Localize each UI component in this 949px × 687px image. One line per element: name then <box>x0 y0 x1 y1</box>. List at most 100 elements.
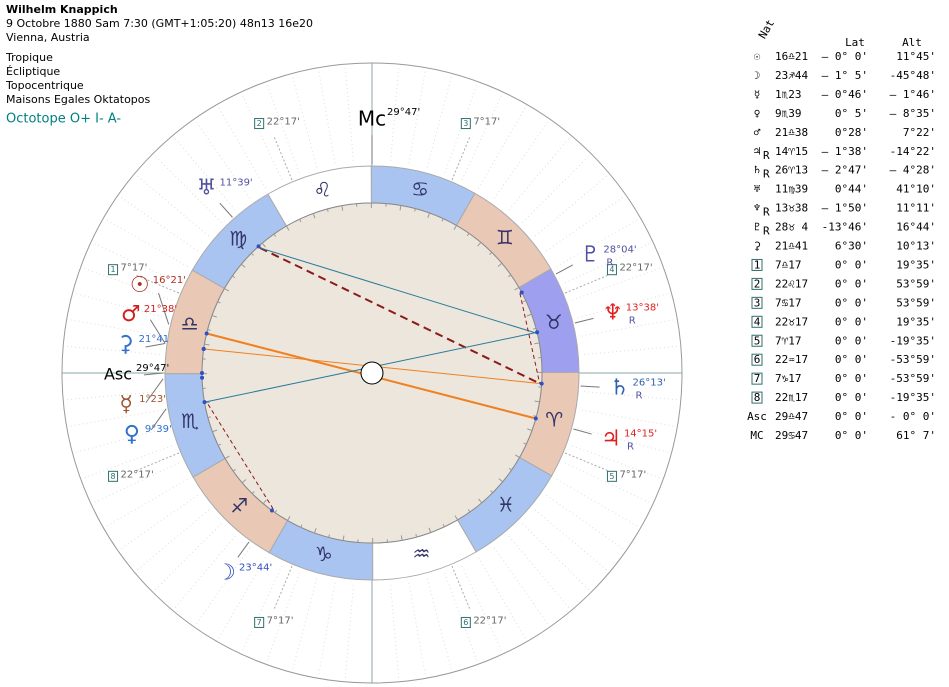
row-position: 22♉17 <box>775 315 808 328</box>
planet-glyph: ⚳ <box>118 332 134 357</box>
degree-tick <box>453 225 457 231</box>
row-alt: – 4°28' <box>890 164 936 177</box>
degree-tick <box>427 212 431 218</box>
row-symbol: ☽ <box>754 69 761 82</box>
row-lat: – 1° 5' <box>822 69 868 82</box>
row-alt: -14°22' <box>890 145 936 158</box>
planet-label: 13°38' <box>626 303 659 314</box>
pointer-line <box>145 378 164 403</box>
degree-tick <box>522 300 527 303</box>
degree-tick <box>467 509 471 513</box>
pointer-line <box>158 292 170 325</box>
planet-label: 9°39' <box>145 424 172 435</box>
setting: Écliptique <box>6 65 60 78</box>
setting: Topocentrique <box>5 79 84 92</box>
row-lat: 0° 0' <box>835 391 868 404</box>
sign-glyph: ♓ <box>497 492 515 516</box>
pointer-line <box>143 372 164 376</box>
degree-tick <box>454 515 458 521</box>
house-box <box>751 296 763 309</box>
row-position: 28♉ 4 <box>775 221 808 234</box>
degree-tick <box>477 242 482 247</box>
degree-tick <box>498 478 503 483</box>
row-alt: 7°22' <box>903 126 936 139</box>
row-symbol: 3 <box>754 296 761 309</box>
degree-tick <box>514 287 520 291</box>
position-dot <box>269 508 274 513</box>
degree-tick <box>207 329 211 331</box>
row-alt: 53°59' <box>896 296 936 309</box>
degree-tick <box>207 416 211 419</box>
mc-glyph: Mc <box>358 107 386 131</box>
house-number: 5 <box>609 472 614 481</box>
row-position: 29♎47 <box>775 410 808 423</box>
row-symbol: 6 <box>754 353 761 366</box>
degree-tick <box>328 534 330 538</box>
house-label: 22°17' <box>619 263 652 274</box>
degree-tick <box>526 313 532 317</box>
retro-mark: R <box>629 316 636 327</box>
octotope: Octotope O+ I- A- <box>6 112 121 127</box>
planet-label: 11°39' <box>219 177 252 188</box>
sign-glyph: ♍ <box>229 227 247 251</box>
row-lat: 0° 0' <box>835 258 868 271</box>
row-lat: 0° 0' <box>835 315 868 328</box>
row-lat: 0° 0' <box>835 334 868 347</box>
row-symbol: 8 <box>754 391 761 404</box>
row-symbol: ⚳ <box>753 240 761 253</box>
row-position: 1♏23 <box>775 88 802 101</box>
aspect-line <box>259 247 536 334</box>
row-symbol: ♄ <box>754 164 761 177</box>
position-dot <box>535 330 540 335</box>
row-alt: 61° 7' <box>896 429 936 442</box>
house-box <box>108 264 119 276</box>
wheel: ♈♉♊♋♌♍♎♏♐♑ ♒♓1 7°17'2 22°17' 3 7°17'4 22°17'5 7… <box>61 62 683 684</box>
row-lat: 0° 0' <box>835 372 868 385</box>
planet-glyph: ♄ <box>610 375 630 400</box>
degree-tick <box>400 535 403 541</box>
house-number: 7 <box>257 618 262 627</box>
row-alt: - 0° 0' <box>890 410 936 423</box>
sign-glyph: ♑ <box>315 542 333 566</box>
sign-glyph: ♎ <box>181 311 199 335</box>
planet-label: 28°04' <box>603 244 636 255</box>
sign-glyph: ♌ <box>314 178 332 202</box>
row-position: 21♎38 <box>775 126 808 139</box>
house-label: 7°17' <box>121 263 148 274</box>
birth-datetime: 9 Octobre 1880 Sam 7:30 (GMT+1:05:20) 48… <box>6 17 313 30</box>
row-position: 22♒17 <box>775 353 808 366</box>
pointer-line <box>150 408 167 431</box>
planet-label: 21°38' <box>144 304 177 315</box>
degree-tick <box>212 429 218 433</box>
house-box <box>751 391 763 404</box>
retro-mark: R <box>763 168 770 181</box>
degree-tick <box>508 274 512 278</box>
birth-place: Vienna, Austria <box>6 31 90 44</box>
retro-mark: R <box>606 257 613 268</box>
house-box <box>254 616 265 628</box>
degree-tick <box>217 443 222 446</box>
row-position: 7♈17 <box>775 334 802 347</box>
degree-tick <box>466 233 470 237</box>
setting: Tropique <box>5 51 53 64</box>
row-alt: – 1°46' <box>890 88 936 101</box>
sign-glyph: ♉ <box>545 310 563 334</box>
pointer-line <box>145 343 166 348</box>
house-number: 6 <box>463 618 468 627</box>
row-symbol: ♂ <box>754 126 761 139</box>
degree-tick <box>250 252 254 256</box>
sign-glyph: ♋ <box>411 177 429 201</box>
row-position: 23♐44 <box>775 69 808 82</box>
degree-tick <box>478 498 483 504</box>
row-position: 7♎17 <box>775 258 802 271</box>
aspect-line <box>206 401 274 510</box>
house-box <box>751 353 763 366</box>
row-position: 13♉38 <box>775 202 808 215</box>
planet-glyph: ☽ <box>216 561 236 586</box>
degree-tick <box>533 327 537 330</box>
asc-glyph: Asc <box>104 365 132 384</box>
degree-tick <box>273 233 277 237</box>
degree-tick <box>428 527 432 533</box>
row-lat: 0° 0' <box>835 429 868 442</box>
